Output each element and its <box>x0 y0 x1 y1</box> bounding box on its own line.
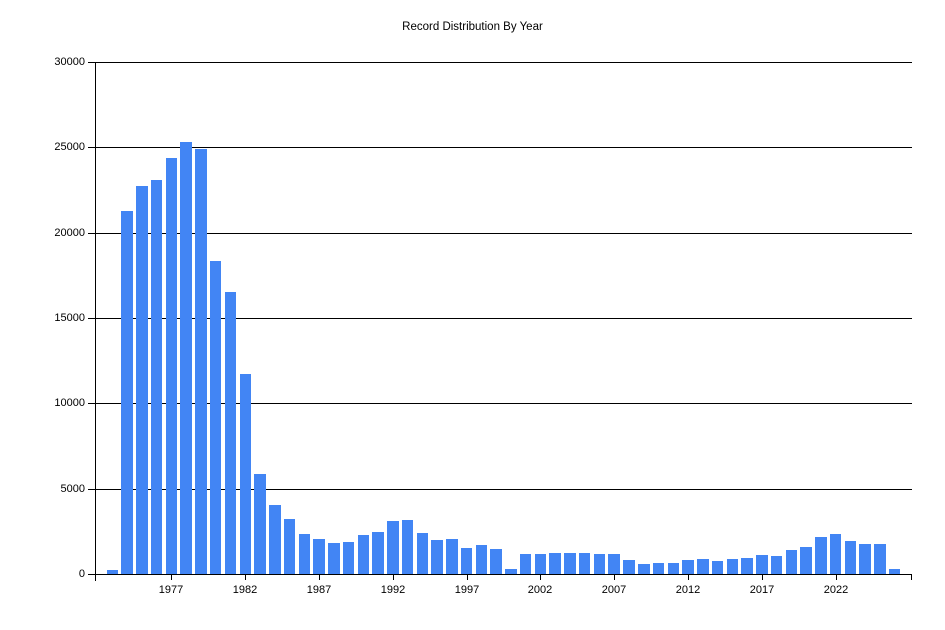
bar-1985 <box>283 519 296 574</box>
bar-2004 <box>564 553 576 574</box>
x-axis-line <box>88 574 912 575</box>
gridline-20000 <box>95 233 912 234</box>
plot-area <box>95 62 912 574</box>
bar-1997 <box>460 548 473 574</box>
x-axis-tick-2002 <box>540 575 541 580</box>
bar-2019 <box>785 550 797 574</box>
bar-2011 <box>667 563 679 574</box>
bar-1990 <box>357 535 369 574</box>
bar-2003 <box>549 553 561 574</box>
x-axis-tick-2012 <box>688 575 689 580</box>
bar-1986 <box>298 534 310 574</box>
x-axis-label-2022: 2022 <box>823 584 849 596</box>
y-axis-tick-30000 <box>88 62 95 63</box>
gridline-25000 <box>95 147 912 148</box>
y-axis-label-5000: 5000 <box>60 483 85 495</box>
y-axis-tick-0 <box>88 574 95 575</box>
bar-1984 <box>269 505 281 574</box>
bar-1998 <box>475 545 488 574</box>
x-axis-label-2017: 2017 <box>749 584 775 596</box>
y-axis-label-10000: 10000 <box>54 397 85 409</box>
bar-1973 <box>106 570 119 574</box>
bar-1995 <box>431 540 443 574</box>
y-axis-line <box>95 62 96 581</box>
bar-1993 <box>401 520 414 574</box>
bar-2005 <box>578 553 591 574</box>
bar-2020 <box>800 547 812 574</box>
bar-2017 <box>756 555 768 574</box>
bar-2014 <box>711 561 724 574</box>
y-axis-tick-25000 <box>88 147 95 148</box>
y-axis-tick-5000 <box>88 489 95 490</box>
bar-1989 <box>342 542 355 574</box>
bar-2022 <box>829 534 842 574</box>
bar-1980 <box>209 261 222 574</box>
bar-1992 <box>387 521 399 574</box>
x-axis-label-2007: 2007 <box>601 584 627 596</box>
x-axis-tick-1987 <box>319 575 320 580</box>
x-axis-tick-1977 <box>171 575 172 580</box>
x-axis-tick-2022 <box>836 575 837 580</box>
bar-2001 <box>519 554 532 574</box>
bar-1987 <box>313 539 325 574</box>
bar-1991 <box>372 532 384 574</box>
bar-1975 <box>136 186 148 574</box>
bar-2026 <box>888 569 901 574</box>
y-axis-label-0: 0 <box>78 568 85 580</box>
bar-2009 <box>638 564 650 574</box>
gridline-15000 <box>95 318 912 319</box>
bar-2025 <box>874 544 886 574</box>
y-axis-label-25000: 25000 <box>54 141 85 153</box>
bar-1983 <box>254 474 266 574</box>
bar-1978 <box>180 142 192 574</box>
x-axis-tick-1992 <box>393 575 394 580</box>
bar-2018 <box>770 556 783 574</box>
x-axis-label-1977: 1977 <box>158 584 184 596</box>
chart-title: Record Distribution By Year <box>402 21 543 33</box>
bar-1974 <box>121 211 133 574</box>
bar-2006 <box>593 554 606 574</box>
bar-2002 <box>534 554 547 574</box>
bar-2013 <box>697 559 709 574</box>
x-axis-label-1987: 1987 <box>306 584 332 596</box>
bar-2021 <box>815 537 827 574</box>
bar-2012 <box>682 560 694 574</box>
bar-1977 <box>165 158 178 574</box>
x-axis-tick-2007 <box>614 575 615 580</box>
y-axis-label-20000: 20000 <box>54 227 85 239</box>
bar-1976 <box>150 180 163 574</box>
bar-2016 <box>741 558 753 574</box>
bar-1994 <box>416 533 429 574</box>
bar-1988 <box>328 543 340 574</box>
x-axis-label-1982: 1982 <box>232 584 258 596</box>
bar-2007 <box>608 554 620 574</box>
bar-1999 <box>490 549 502 574</box>
bar-2008 <box>623 560 635 574</box>
y-axis-label-15000: 15000 <box>54 312 85 324</box>
bar-1982 <box>239 374 251 574</box>
bar-1979 <box>195 149 207 574</box>
y-axis-tick-10000 <box>88 403 95 404</box>
x-axis-end-tick <box>911 575 912 580</box>
x-axis-label-2002: 2002 <box>527 584 553 596</box>
x-axis-tick-2017 <box>762 575 763 580</box>
x-axis-label-1992: 1992 <box>380 584 406 596</box>
bar-1981 <box>224 292 237 574</box>
x-axis-label-1997: 1997 <box>454 584 480 596</box>
bar-2015 <box>726 559 738 574</box>
gridline-5000 <box>95 489 912 490</box>
gridline-30000 <box>95 62 912 63</box>
x-axis-tick-1997 <box>467 575 468 580</box>
bar-1996 <box>446 539 458 574</box>
x-axis-tick-1982 <box>245 575 246 580</box>
gridline-10000 <box>95 403 912 404</box>
bar-2024 <box>859 544 871 574</box>
y-axis-tick-20000 <box>88 233 95 234</box>
x-axis-label-2012: 2012 <box>675 584 701 596</box>
y-axis-tick-15000 <box>88 318 95 319</box>
y-axis-label-30000: 30000 <box>54 56 85 68</box>
bar-2023 <box>844 541 857 574</box>
bar-2010 <box>652 563 665 574</box>
bar-2000 <box>505 569 517 574</box>
